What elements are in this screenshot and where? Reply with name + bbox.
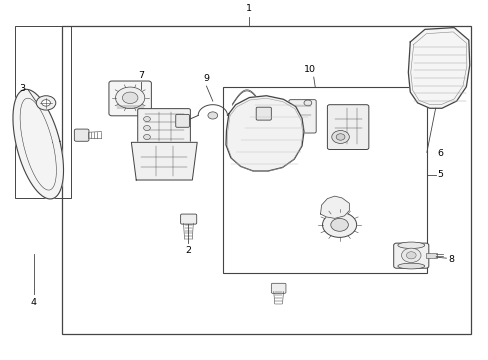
Text: 2: 2 [185, 246, 191, 255]
Ellipse shape [397, 242, 424, 248]
FancyBboxPatch shape [175, 114, 189, 127]
Bar [15, 26, 71, 198]
Bar [425, 253, 436, 258]
FancyBboxPatch shape [256, 107, 271, 120]
Circle shape [41, 100, 50, 106]
Circle shape [335, 134, 344, 140]
Polygon shape [407, 28, 469, 108]
Circle shape [122, 92, 138, 104]
FancyBboxPatch shape [393, 243, 428, 268]
Circle shape [331, 131, 348, 143]
Ellipse shape [397, 263, 424, 269]
Text: 6: 6 [436, 149, 442, 158]
Polygon shape [225, 96, 304, 171]
Text: 4: 4 [31, 298, 37, 307]
Text: 7: 7 [138, 71, 144, 80]
Circle shape [115, 87, 144, 109]
FancyBboxPatch shape [271, 283, 285, 293]
Circle shape [322, 212, 356, 237]
FancyBboxPatch shape [138, 109, 190, 145]
FancyBboxPatch shape [109, 81, 151, 116]
Text: 10: 10 [304, 65, 316, 74]
Circle shape [401, 248, 420, 262]
Circle shape [143, 117, 150, 122]
Circle shape [330, 219, 347, 231]
Text: 5: 5 [437, 170, 443, 179]
Polygon shape [13, 89, 63, 199]
Polygon shape [320, 196, 348, 219]
FancyBboxPatch shape [327, 105, 368, 149]
Text: 8: 8 [447, 255, 453, 264]
Circle shape [36, 96, 56, 110]
FancyBboxPatch shape [288, 100, 316, 133]
Text: 1: 1 [246, 4, 252, 13]
Circle shape [406, 252, 415, 259]
Bar [61, 26, 470, 334]
Circle shape [304, 100, 311, 106]
Circle shape [207, 112, 217, 119]
Bar [222, 87, 427, 273]
Circle shape [143, 126, 150, 131]
Text: 3: 3 [20, 84, 26, 93]
Circle shape [143, 134, 150, 139]
Text: 9: 9 [203, 74, 209, 83]
FancyBboxPatch shape [74, 129, 89, 141]
FancyBboxPatch shape [180, 214, 196, 224]
Polygon shape [131, 142, 197, 180]
